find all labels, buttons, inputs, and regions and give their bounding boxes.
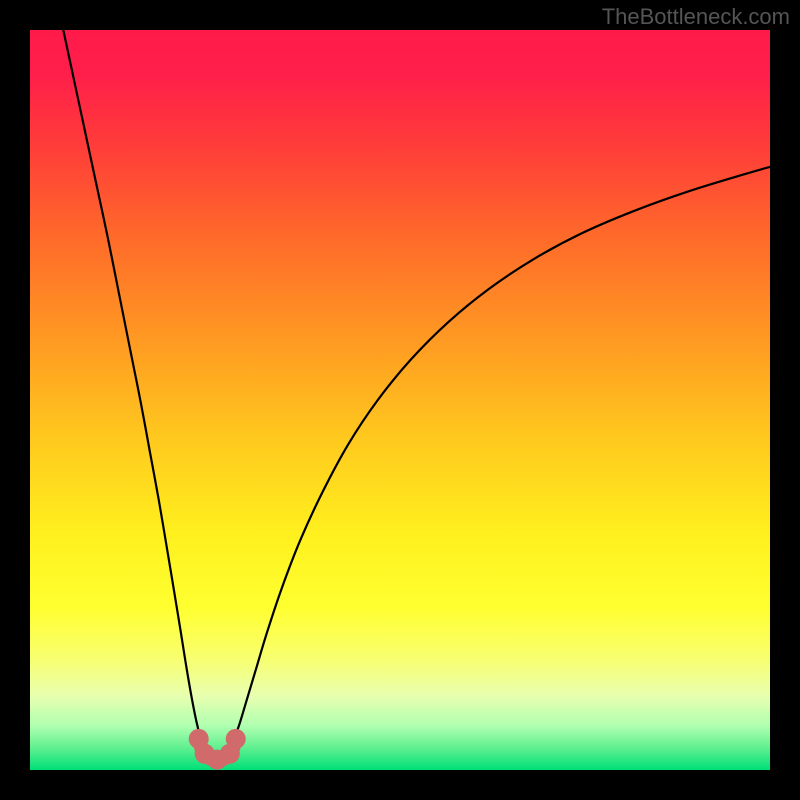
chart-svg — [30, 30, 770, 770]
watermark-text: TheBottleneck.com — [602, 4, 790, 30]
valley-marker-4 — [226, 729, 246, 749]
frame-border-left — [0, 0, 30, 800]
frame-border-bottom — [0, 770, 800, 800]
chart-plot-area — [30, 30, 770, 770]
frame-border-right — [770, 0, 800, 800]
